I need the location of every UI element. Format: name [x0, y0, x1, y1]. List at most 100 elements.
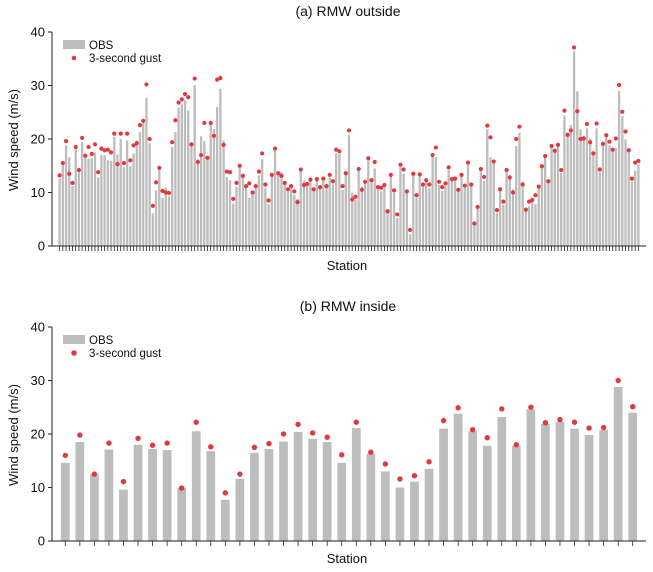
bar-obs-16 [293, 431, 303, 541]
marker-gust-27 [455, 405, 461, 411]
marker-gust-163 [581, 136, 586, 141]
marker-gust-52 [224, 169, 229, 174]
marker-gust-136 [494, 208, 500, 213]
marker-gust-152 [546, 179, 551, 184]
bar-obs-108 [405, 189, 409, 246]
marker-gust-110 [411, 171, 416, 176]
bar-obs-59 [248, 197, 251, 246]
marker-gust-111 [414, 193, 419, 198]
marker-gust-16 [295, 421, 301, 428]
marker-gust-119 [440, 185, 445, 190]
marker-gust-157 [562, 108, 567, 113]
marker-gust-24 [134, 141, 139, 146]
marker-gust-179 [633, 160, 638, 165]
marker-gust-46 [205, 155, 210, 160]
bar-obs-34 [167, 196, 171, 246]
bar-obs-15 [279, 441, 288, 541]
bar-obs-33 [541, 423, 550, 541]
bar-obs-132 [482, 180, 486, 246]
bar-obs-105 [396, 218, 399, 246]
bar-obs-133 [486, 129, 489, 246]
bar-obs-47 [209, 123, 212, 246]
marker-gust-170 [604, 133, 609, 138]
bar-obs-112 [418, 173, 421, 246]
bar-obs-157 [563, 115, 566, 247]
bar-obs-156 [560, 172, 563, 246]
marker-gust-151 [543, 154, 548, 159]
legend-marker-gust [71, 350, 77, 356]
marker-gust-45 [202, 120, 207, 126]
marker-gust-135 [491, 159, 496, 164]
marker-gust-101 [382, 182, 387, 188]
marker-gust-39 [630, 404, 636, 410]
marker-gust-31 [157, 165, 162, 170]
marker-gust-24 [411, 473, 418, 479]
marker-gust-23 [397, 476, 403, 482]
bar-obs-116 [431, 155, 434, 246]
bar-obs-33 [164, 187, 167, 246]
bar-obs-101 [383, 183, 386, 246]
bar-obs-168 [598, 172, 601, 246]
bar-obs-113 [421, 183, 425, 246]
bar-obs-135 [492, 163, 495, 246]
marker-gust-18 [324, 434, 330, 440]
marker-gust-22 [382, 461, 389, 467]
marker-gust-8 [83, 153, 88, 158]
marker-gust-173 [613, 136, 618, 141]
marker-gust-65 [266, 198, 271, 203]
legend-label-obs: OBS [89, 335, 114, 347]
marker-gust-63 [260, 151, 265, 156]
marker-gust-80 [314, 177, 319, 182]
bar-obs-92 [354, 199, 357, 246]
marker-gust-7 [164, 440, 170, 446]
markers-gust [62, 377, 636, 496]
marker-gust-162 [578, 136, 583, 142]
marker-gust-102 [385, 209, 390, 214]
bar-obs-148 [534, 204, 537, 246]
bar-obs-144 [521, 181, 524, 246]
marker-gust-56 [237, 163, 242, 168]
marker-gust-30 [153, 180, 159, 185]
bar-obs-68 [277, 172, 280, 246]
bar-obs-3 [68, 157, 71, 246]
bar-obs-22 [381, 471, 390, 541]
marker-gust-169 [600, 141, 606, 146]
marker-gust-93 [356, 166, 361, 172]
marker-gust-138 [501, 199, 506, 204]
marker-gust-35 [571, 419, 578, 425]
bar-obs-48 [212, 128, 216, 246]
bar-obs-125 [460, 175, 463, 246]
marker-gust-44 [198, 152, 204, 158]
marker-gust-21 [125, 131, 130, 136]
marker-gust-34 [557, 416, 563, 423]
bar-obs-162 [579, 129, 582, 246]
bar-obs-72 [289, 185, 293, 246]
marker-gust-140 [507, 175, 512, 180]
marker-gust-15 [280, 431, 287, 437]
bar-obs-13 [250, 452, 259, 541]
marker-gust-166 [591, 151, 596, 156]
bar-obs-107 [402, 173, 405, 246]
marker-gust-20 [121, 160, 127, 166]
bar-obs-71 [286, 191, 290, 246]
bar-obs-114 [425, 180, 428, 246]
bar-obs-82 [322, 178, 325, 246]
bar-obs-154 [553, 152, 556, 247]
bar-obs-6 [148, 448, 157, 541]
marker-gust-149 [536, 184, 541, 189]
bar-obs-175 [621, 116, 624, 246]
bar-obs-4 [71, 186, 74, 246]
marker-gust-21 [368, 449, 374, 455]
bar-obs-180 [637, 164, 640, 246]
bar-obs-126 [463, 187, 466, 246]
bar-obs-97 [370, 178, 373, 246]
bar-obs-26 [439, 428, 448, 541]
bar-obs-127 [466, 162, 470, 246]
bar-obs-142 [515, 145, 518, 246]
bar-obs-146 [527, 206, 531, 246]
bar-obs-118 [437, 185, 441, 246]
marker-gust-148 [533, 193, 538, 198]
marker-gust-105 [395, 212, 400, 217]
bar-obs-96 [367, 160, 370, 246]
panel-rmw-outside: (a) RMW outside Wind speed (m/s) Station… [6, 3, 646, 273]
